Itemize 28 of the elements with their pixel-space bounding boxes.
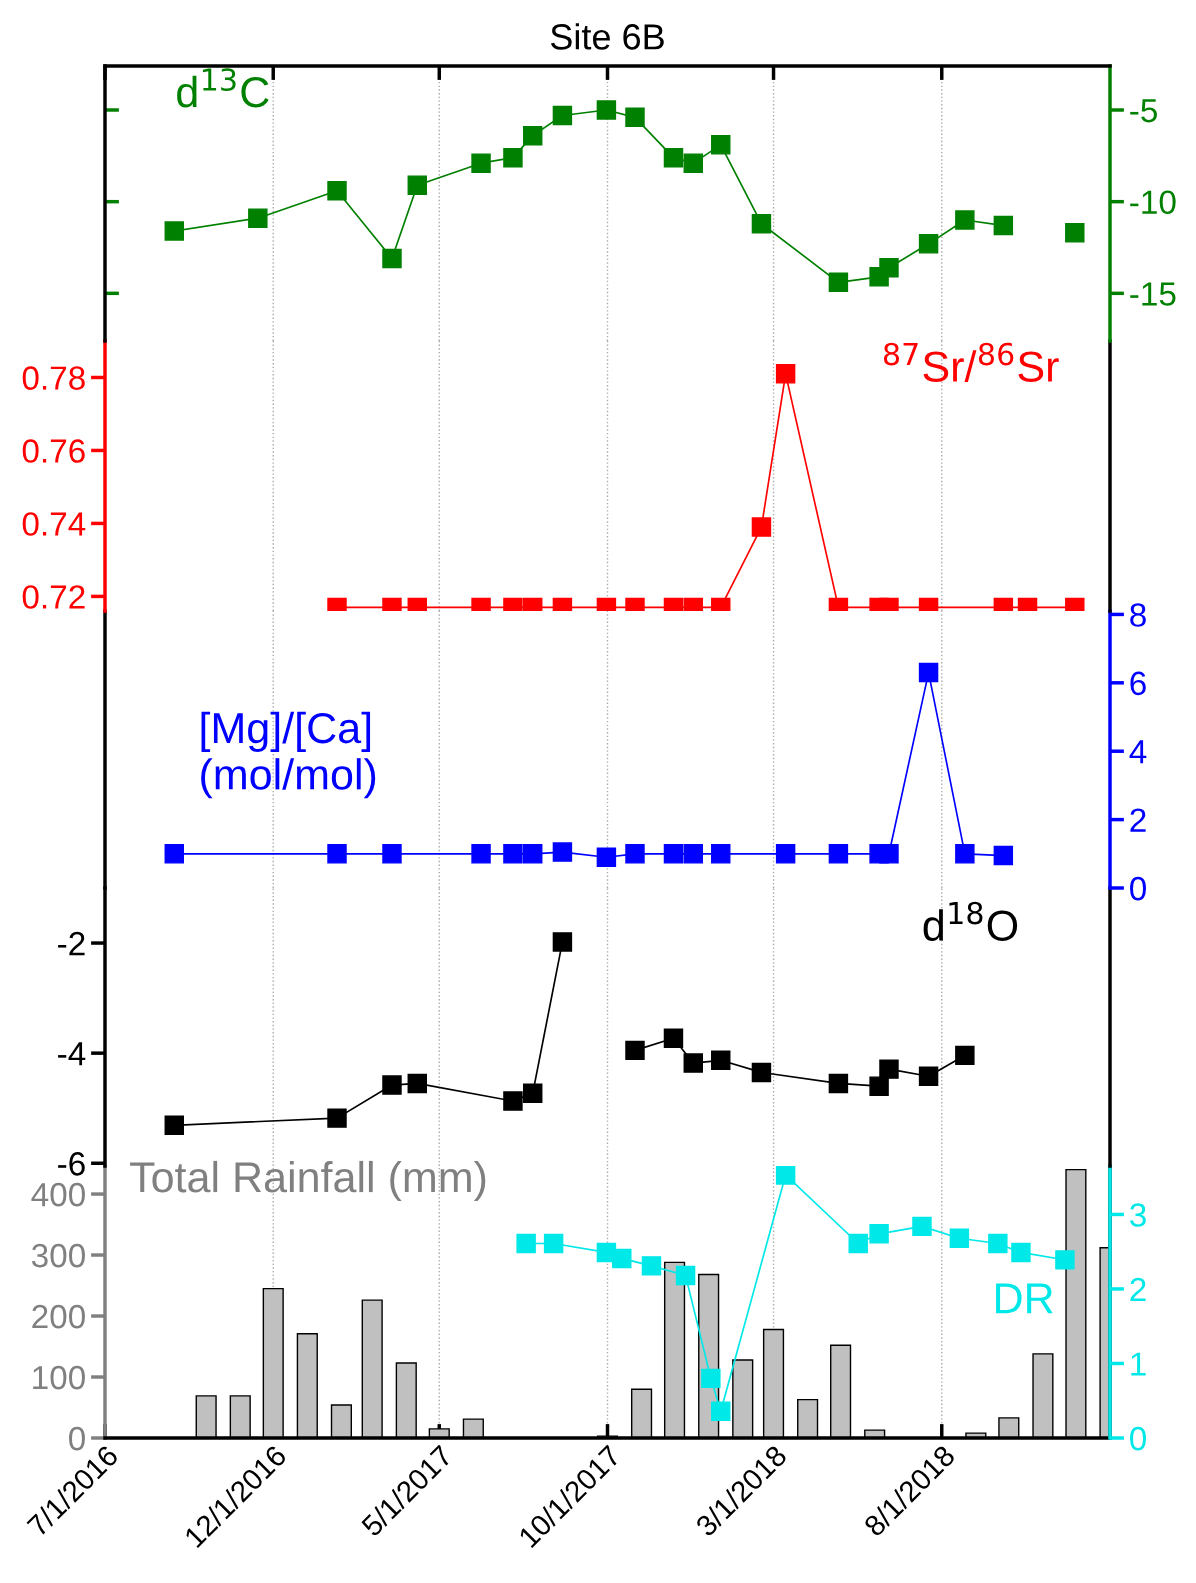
- y-tick-label: -6: [58, 1152, 85, 1176]
- y-tick-label: -5: [1130, 99, 1157, 123]
- y-axis-title: [Mg]/[Ca] (mol/mol): [201, 711, 376, 799]
- y-tick-label: 0.76: [22, 439, 85, 463]
- y-tick-label: -4: [58, 1042, 86, 1066]
- y-axis-title: $^{87}$Sr/$^{86}$Sr: [883, 342, 1059, 382]
- chart-title: Site 6B: [550, 23, 664, 50]
- y-tick-label: 6: [1130, 671, 1146, 696]
- y2-tick-label: 1: [1131, 1352, 1146, 1376]
- y-tick-label: -10: [1130, 190, 1176, 215]
- y-tick-label: 8: [1130, 603, 1146, 627]
- y-axis-title: d$^{18}$O: [923, 901, 1018, 941]
- y-tick-label: 4: [1129, 740, 1147, 764]
- y-tick-label: 0: [1130, 876, 1146, 901]
- y-tick-label: -2: [58, 931, 85, 956]
- y-tick-label: 0.72: [22, 585, 85, 609]
- y2-tick-label: 3: [1130, 1203, 1146, 1227]
- y-tick-label: 2: [1130, 808, 1146, 832]
- y-tick-label: 0.74: [22, 512, 86, 536]
- y-tick-label: 200: [32, 1304, 85, 1329]
- y-tick-label: 0.78: [22, 366, 85, 390]
- y-axis-title: d$^{13}$C: [177, 68, 269, 108]
- y-tick-label: 400: [31, 1182, 85, 1207]
- y-tick-label: -15: [1130, 282, 1176, 306]
- y-axis-title: Total Rainfall (mm): [130, 1160, 486, 1202]
- y2-axis-title: DR: [996, 1283, 1053, 1314]
- y-tick-label: 100: [33, 1365, 85, 1390]
- y-tick-label: 300: [31, 1243, 85, 1268]
